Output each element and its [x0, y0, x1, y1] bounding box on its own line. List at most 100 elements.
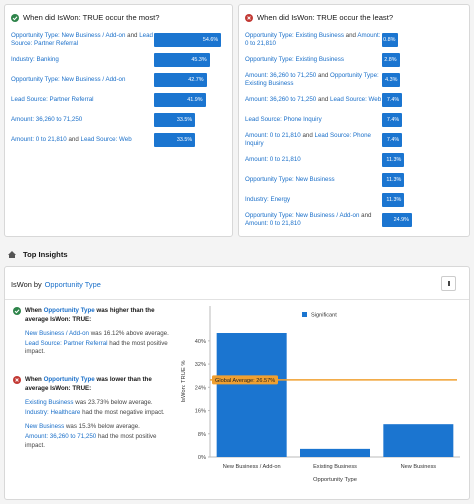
bar-label: 45.3% [191, 57, 207, 63]
insight-row: Opportunity Type: New Business / Add-on … [11, 30, 222, 50]
bar-label: 33.5% [176, 137, 193, 143]
bar: 11.3% [382, 193, 405, 207]
connector: and [361, 212, 372, 219]
insights-heading: Top Insights [7, 249, 68, 259]
lead-after: was higher than the average IsWon: TRUE: [25, 307, 155, 323]
row-text: Industry: Banking [11, 56, 154, 64]
item-link[interactable]: Industry: Healthcare [25, 408, 81, 416]
condition-link[interactable]: Industry: Banking [11, 56, 59, 63]
connector: and [317, 72, 329, 79]
condition-link[interactable]: Amount: 36,260 to 71,250 [11, 116, 83, 123]
row-text: Lead Source: Partner Referral [11, 96, 154, 104]
insight-item: New Business was 15.3% below average. [25, 423, 173, 432]
condition-link[interactable]: Amount: 0 to 21,810 [245, 132, 301, 139]
insight-row: Opportunity Type: New Business / Add-on … [245, 210, 412, 230]
y-tick-label: 24% [195, 385, 206, 391]
bar: 42.7% [154, 73, 207, 87]
bar-label: 2.8% [384, 57, 397, 63]
condition-link[interactable]: Amount: 0 to 21,810 [11, 136, 67, 143]
insight-lead: When Opportunity Type was lower than the… [13, 376, 173, 393]
row-text: Opportunity Type: New Business [245, 176, 382, 184]
insight-row: Amount: 0 to 21,810 11.3% [245, 150, 405, 170]
condition-link[interactable]: Lead Source: Web [330, 96, 382, 103]
condition-link[interactable]: Lead Source: Partner Referral [11, 32, 153, 47]
check-icon [13, 307, 21, 315]
insight-card: IsWon by Opportunity Type 0% 8% 16% 24% 32% 4… [4, 266, 470, 500]
insight-item: Amount: 36,260 to 71,250 had the most po… [25, 433, 173, 450]
connector: and [127, 32, 138, 39]
chart: 0% 8% 16% 24% 32% 40% IsWon: TRUE % Opportunity… [181, 306, 460, 483]
condition-link[interactable]: Opportunity Type: New Business / Add-on [245, 212, 360, 219]
condition-link[interactable]: Lead Source: Partner Referral [11, 96, 94, 103]
card-title-field[interactable]: Opportunity Type [44, 280, 101, 289]
panel-header: When did IsWon: TRUE occur the most? [11, 13, 159, 22]
lead-before: When [25, 307, 42, 314]
row-text: Opportunity Type: New Business / Add-on … [245, 212, 382, 228]
insight-row: Amount: 36,260 to 71,250 and Lead Source… [245, 90, 403, 110]
condition-link[interactable]: Amount: 0 to 21,810 [245, 156, 301, 163]
bar: 4.3% [382, 73, 401, 87]
condition-link[interactable]: Opportunity Type: Existing Business [245, 32, 344, 39]
item-text: was 15.3% below average. [65, 423, 140, 431]
insight-row: Opportunity Type: Existing Business and … [245, 30, 399, 50]
bar-label: 0.8% [383, 37, 396, 43]
insight-row: Amount: 36,260 to 71,250 33.5% [11, 110, 196, 130]
bar: 11.3% [382, 173, 405, 187]
bar: 33.5% [154, 113, 196, 127]
condition-link[interactable]: Amount: 0 to 21,810 [245, 32, 381, 47]
y-tick-label: 0% [198, 455, 206, 461]
bar: 7.4% [382, 93, 403, 107]
legend-label: Significant [311, 313, 337, 319]
item-link[interactable]: Amount: 36,260 to 71,250 [25, 432, 97, 440]
lead-field[interactable]: Opportunity Type [43, 307, 95, 314]
lead-after: was lower than the average IsWon: TRUE: [25, 376, 152, 392]
bar-label: 42.7% [188, 77, 204, 83]
insight-block: When Opportunity Type was lower than the… [13, 376, 173, 450]
insight-row: Opportunity Type: New Business 11.3% [245, 170, 405, 190]
bar-label: 41.9% [187, 97, 203, 103]
condition-link[interactable]: Opportunity Type: New Business / Add-on [11, 76, 126, 83]
condition-link[interactable]: Amount: 36,260 to 71,250 [245, 72, 317, 79]
lead-field[interactable]: Opportunity Type [43, 376, 95, 383]
item-link[interactable]: New Business / Add-on [25, 330, 89, 338]
insight-lead: When Opportunity Type was higher than th… [13, 307, 173, 324]
condition-link[interactable]: Lead Source: Web [80, 136, 132, 143]
item-link[interactable]: New Business [25, 423, 65, 431]
bar: 0.8% [382, 33, 399, 47]
row-text: Amount: 0 to 21,810 [245, 156, 382, 164]
bar-label: 11.3% [386, 177, 402, 183]
row-text: Lead Source: Phone Inquiry [245, 116, 382, 124]
bar [216, 333, 287, 457]
menu-button[interactable] [441, 276, 456, 291]
condition-link[interactable]: Opportunity Type: New Business [245, 176, 335, 183]
connector: and [345, 32, 356, 39]
row-text: Opportunity Type: New Business / Add-on [11, 76, 154, 84]
insight-item: Existing Business was 23.73% below avera… [25, 399, 173, 408]
condition-link[interactable]: Amount: 0 to 21,810 [245, 220, 301, 227]
condition-link[interactable]: Opportunity Type: New Business / Add-on [11, 32, 126, 39]
lead-text: When Opportunity Type was lower than the… [25, 376, 173, 393]
item-link[interactable]: Existing Business [25, 399, 74, 407]
bar-label: 33.5% [176, 117, 193, 123]
condition-link[interactable]: Amount: 36,260 to 71,250 [245, 96, 317, 103]
condition-link[interactable]: Industry: Energy [245, 196, 291, 203]
row-text: Opportunity Type: Existing Business and … [245, 32, 382, 48]
condition-link[interactable]: Opportunity Type: Existing Business [245, 56, 344, 63]
condition-link[interactable]: Lead Source: Phone Inquiry [245, 132, 371, 147]
item-link[interactable]: Lead Source: Partner Referral [25, 339, 108, 347]
condition-link[interactable]: Opportunity Type: Existing Business [245, 72, 379, 87]
y-tick-label: 32% [195, 362, 206, 368]
lead-text: When Opportunity Type was higher than th… [25, 307, 173, 324]
condition-link[interactable]: Lead Source: Phone Inquiry [245, 116, 322, 123]
least-panel: When did IsWon: TRUE occur the least? Opp… [238, 4, 470, 237]
insight-row: Lead Source: Phone Inquiry 7.4% [245, 110, 403, 130]
x-tick-label: Existing Business [313, 464, 357, 470]
bar: 45.3% [154, 53, 210, 67]
insight-item: Industry: Healthcare had the most negati… [25, 409, 173, 418]
item-text: had the most positive impact. [25, 339, 168, 356]
bar: 24.9% [382, 213, 412, 227]
bar: 33.5% [154, 133, 196, 147]
bar-label: 7.4% [386, 97, 400, 103]
row-text: Amount: 36,260 to 71,250 and Lead Source… [245, 96, 382, 104]
